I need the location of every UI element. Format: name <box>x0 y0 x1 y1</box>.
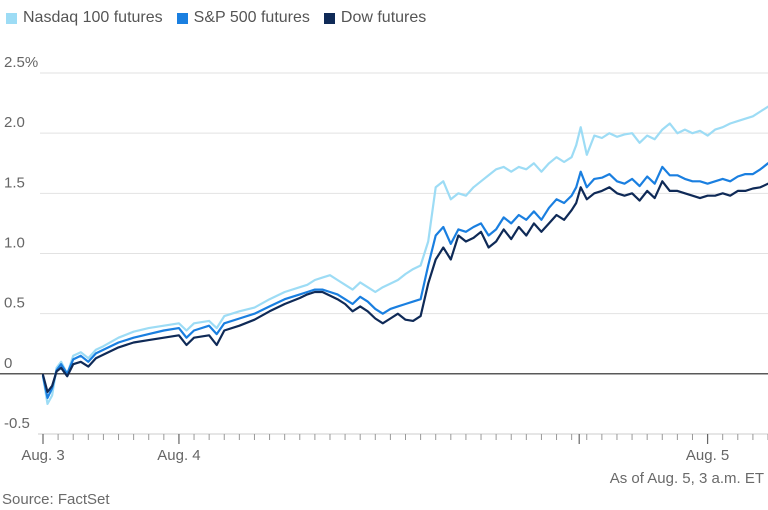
series-line-1 <box>41 162 768 399</box>
legend-label: Dow futures <box>340 9 427 26</box>
y-tick-label: -0.5 <box>4 415 30 432</box>
timestamp-note: As of Aug. 5, 3 a.m. ET <box>609 470 764 487</box>
x-tick-label: Aug. 4 <box>157 447 200 464</box>
y-tick-label: 1.0 <box>4 235 25 252</box>
y-tick-label: 0 <box>4 355 12 372</box>
legend-swatch <box>323 12 335 24</box>
legend-item-1: S&P 500 futures <box>176 9 310 27</box>
x-tick-label: Aug. 5 <box>686 447 729 464</box>
legend-swatch <box>176 12 188 24</box>
y-tick-label: 2.0 <box>4 114 25 131</box>
line-chart: 2.5% 2.0 1.5 1.0 0.5 0 -0.5 Aug. 3 Aug. 4 Aug. 5 <box>0 54 768 464</box>
legend-item-2: Dow futures <box>323 9 427 27</box>
y-tick-label: 1.5 <box>4 174 25 191</box>
gridlines <box>0 72 768 435</box>
legend-swatch <box>6 12 17 24</box>
series-line-2 <box>41 180 768 393</box>
legend: Nasdaq 100 futures S&P 500 futures Dow fut… <box>6 9 426 27</box>
x-tick-label: Aug. 3 <box>21 447 64 464</box>
y-tick-label: 0.5 <box>4 295 25 312</box>
y-axis-labels: 2.5% 2.0 1.5 1.0 0.5 0 -0.5 <box>4 54 38 432</box>
source-note: Source: FactSet <box>2 491 110 508</box>
legend-label: S&P 500 futures <box>193 9 310 26</box>
legend-label: Nasdaq 100 futures <box>23 9 163 26</box>
series-line-0 <box>41 105 768 405</box>
y-tick-label: 2.5% <box>4 54 38 71</box>
x-axis: Aug. 3 Aug. 4 Aug. 5 <box>21 433 768 464</box>
legend-item-0: Nasdaq 100 futures <box>6 9 163 27</box>
series-lines <box>41 105 768 405</box>
